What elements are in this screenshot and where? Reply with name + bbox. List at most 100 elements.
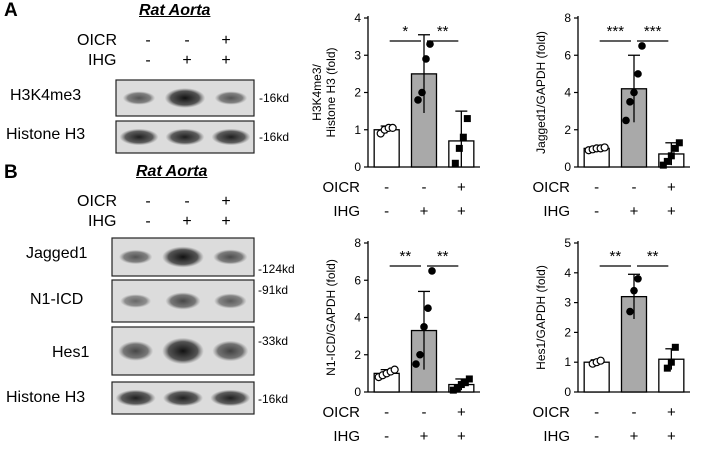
blot-band [162,246,204,268]
oicr-sign: + [457,179,466,196]
data-point [414,96,422,104]
ihg-sign: + [630,428,639,445]
y-tick-label: 4 [564,86,571,100]
oicr-sign: - [384,179,389,196]
panel-b-oicr-label: OICR [77,193,117,210]
y-tick-label: 2 [564,123,571,137]
y-tick-label: 5 [564,236,571,250]
panel-b-ihg-2: + [182,213,192,230]
oicr-row-label: OICR [323,404,361,421]
oicr-sign: - [422,404,427,421]
data-point [638,42,646,50]
data-point [626,98,634,106]
data-point [390,365,399,374]
data-point [626,307,634,316]
blot-kd-jagged1: -124kd [258,262,295,276]
data-point [671,343,679,351]
panel-b-oicr-3: + [221,193,231,210]
significance-label: ** [399,248,411,265]
panel-b-title: Rat Aorta [136,163,208,180]
ihg-row-label: IHG [543,203,570,220]
data-point [675,139,683,147]
oicr-sign: + [667,404,676,421]
panel-b-letter: B [4,162,18,183]
oicr-row-label: OICR [323,179,361,196]
y-tick-label: 6 [564,48,571,62]
panel-a-oicr-3: + [221,32,231,49]
oicr-row-label: OICR [533,179,571,196]
blot-kd-hes1: -33kd [258,334,289,348]
significance-label: *** [644,23,662,40]
y-tick-label: 4 [354,311,361,325]
blot-band [165,292,201,310]
ihg-sign: - [384,428,389,445]
data-point [663,157,671,165]
y-tick-label: 3 [564,296,571,310]
blot-hes1 [111,326,255,376]
oicr-sign: - [384,404,389,421]
ihg-sign: + [457,428,466,445]
data-point [634,274,642,283]
panel-a-ihg-1: - [145,52,151,69]
blot-band [122,91,156,105]
blot-band [214,293,247,309]
panel-a-title: Rat Aorta [139,2,211,19]
blot-band [120,294,152,308]
data-point [416,350,424,359]
blot-band [213,249,248,265]
data-point [667,358,675,366]
y-tick-label: 1 [564,355,571,369]
data-point [659,161,667,169]
y-axis-label: Jagged1/GAPDH (fold) [534,31,548,154]
data-point [459,133,467,141]
oicr-row-label: OICR [533,404,571,421]
oicr-sign: + [667,179,676,196]
significance-label: *** [607,23,625,40]
ihg-sign: + [630,203,639,220]
blot-band [210,389,251,407]
data-point [424,304,432,312]
blot-band [214,91,248,105]
y-tick-label: 8 [354,236,361,250]
oicr-sign: - [422,179,427,196]
blot-band [164,88,206,108]
blot-band [115,389,156,407]
y-tick-label: 3 [354,48,361,62]
panel-b-ihg-1: - [145,213,151,230]
blot-kd-h3k4me3: -16kd [259,91,290,105]
y-tick-label: 4 [354,11,361,25]
ihg-sign: + [420,428,429,445]
data-point [596,356,605,365]
data-point [426,40,434,48]
blot-band [165,128,205,146]
panel-b-oicr-2: - [184,193,190,210]
data-point [600,143,609,152]
ihg-sign: - [384,203,389,220]
ihg-row-label: IHG [543,428,570,445]
y-axis-label: Histone H3 (fold) [324,47,338,137]
blot-band [211,128,251,146]
significance-label: ** [609,248,621,265]
significance-label: ** [437,23,449,40]
data-point [634,70,642,78]
blot-n1-icd [111,279,255,323]
y-tick-label: 0 [564,385,571,399]
panel-a-letter: A [4,0,18,21]
y-tick-label: 2 [354,348,361,362]
data-point [457,381,465,389]
bar [583,361,610,393]
panel-a-ihg-3: + [221,52,231,69]
data-point [667,152,675,160]
data-point [465,375,473,383]
blot-band [162,389,204,407]
y-tick-label: 2 [564,325,571,339]
oicr-sign: - [632,404,637,421]
data-point [463,115,471,123]
y-tick-label: 8 [564,11,571,25]
oicr-sign: - [594,404,599,421]
data-point [671,144,679,152]
ihg-row-label: IHG [333,428,360,445]
blot-kd-n1-icd: -91kd [258,283,289,297]
data-point [388,123,397,132]
